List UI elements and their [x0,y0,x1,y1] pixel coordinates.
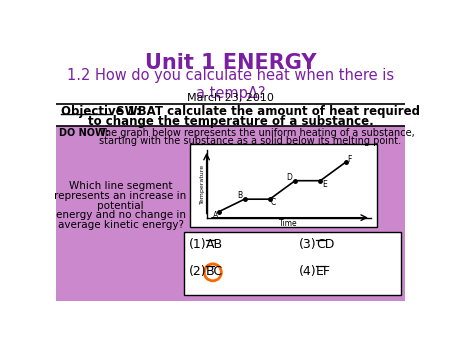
Text: EF: EF [316,265,331,277]
Text: Which line segment: Which line segment [69,182,172,191]
Text: The graph below represents the uniform heating of a substance,: The graph below represents the uniform h… [99,128,414,138]
Text: (3): (3) [299,238,316,251]
Text: (2): (2) [189,265,207,277]
Bar [189,144,377,227]
Text: potential: potential [97,201,144,211]
Text: (4): (4) [299,265,316,277]
Text: energy and no change in: energy and no change in [56,210,185,220]
Text: 1.2 How do you calculate heat when there is
a tempΔ?: 1.2 How do you calculate heat when there… [67,68,394,101]
Text: AB: AB [206,238,223,251]
Text: average kinetic energy?: average kinetic energy? [58,220,184,230]
Text: Unit 1 ENERGY: Unit 1 ENERGY [145,53,316,73]
Text: March 23, 2010: March 23, 2010 [187,93,274,103]
Text: SWBAT calculate the amount of heat required: SWBAT calculate the amount of heat requi… [112,105,420,118]
Text: (1): (1) [189,238,207,251]
Text: BC: BC [206,265,223,277]
Bar [184,232,401,295]
Text: CD: CD [316,238,334,251]
Text: represents an increase in: represents an increase in [54,191,187,201]
Text: to change the temperature of a substance.: to change the temperature of a substance… [88,115,374,128]
Bar [56,126,405,301]
Text: DO NOW:: DO NOW: [58,128,109,138]
Text: Objective 1:: Objective 1: [61,105,141,118]
Text: starting with the substance as a solid below its melting point.: starting with the substance as a solid b… [99,136,401,146]
